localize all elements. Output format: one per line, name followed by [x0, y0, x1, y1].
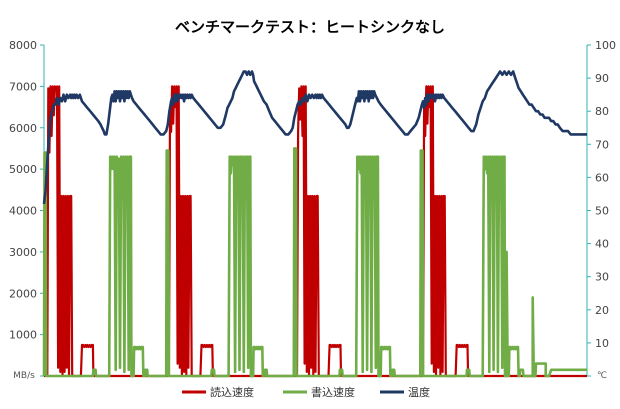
left-tick-label: 8000 — [9, 39, 37, 52]
right-tick-label: 20 — [595, 304, 609, 317]
series-line-1 — [42, 147, 587, 378]
left-axis-unit-label: MB/s — [13, 371, 35, 381]
legend: 読込速度 書込速度 温度 — [182, 385, 430, 399]
right-tick-label: 80 — [595, 105, 609, 118]
right-axis-ticks: 10 20 30 40 50 60 70 80 90 100 — [587, 39, 616, 377]
legend-label-0: 読込速度 — [210, 385, 254, 399]
chart-title: ベンチマークテスト：ヒートシンクなし — [175, 18, 445, 36]
left-tick-label: 5000 — [9, 163, 37, 176]
legend-label-2: 温度 — [408, 385, 430, 399]
right-axis-unit-label: ℃ — [597, 371, 607, 381]
left-tick-label: 3000 — [9, 246, 37, 259]
right-tick-label: 50 — [595, 205, 609, 218]
right-tick-label: 40 — [595, 238, 609, 251]
left-tick-label: 2000 — [9, 287, 37, 300]
right-tick-label: 70 — [595, 138, 609, 151]
left-tick-label: 1000 — [9, 329, 37, 342]
right-tick-label: 100 — [595, 39, 616, 52]
left-tick-label: 4000 — [9, 205, 37, 218]
right-tick-label: 30 — [595, 271, 609, 284]
left-axis-ticks: 1000 2000 3000 4000 5000 6000 7000 8000 — [9, 39, 44, 377]
left-tick-label: 7000 — [9, 80, 37, 93]
series-lines — [42, 70, 587, 378]
series-line-2 — [42, 70, 587, 205]
left-tick-label: 6000 — [9, 122, 37, 135]
right-tick-label: 60 — [595, 171, 609, 184]
right-tick-label: 90 — [595, 72, 609, 85]
right-tick-label: 10 — [595, 337, 609, 350]
legend-label-1: 書込速度 — [311, 385, 355, 399]
